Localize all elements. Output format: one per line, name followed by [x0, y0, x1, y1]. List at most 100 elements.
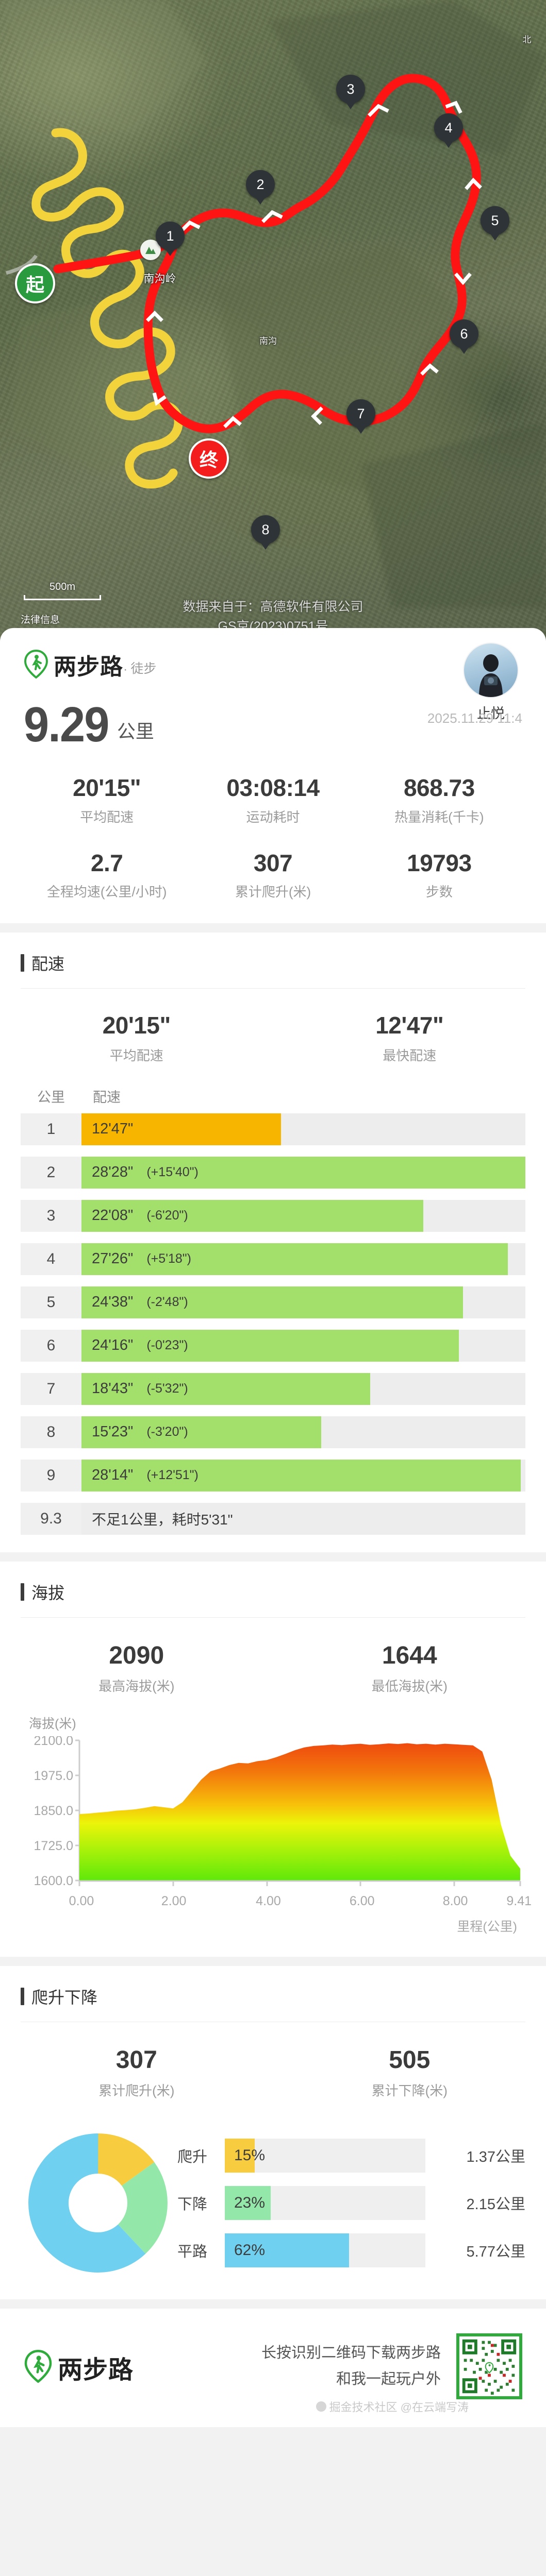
waypoint-marker-1[interactable]: 1: [156, 222, 185, 258]
stat-total-ascent: 307 累计爬升(米): [190, 850, 356, 901]
stat-value: 2.7: [90, 849, 123, 876]
table-row[interactable]: 6 24'16" (-0'23"): [21, 1329, 525, 1362]
terrain-legend: 爬升 15% 1.37公里 下降 23% 2.15公里 平路: [175, 2138, 525, 2267]
elevation-y-axis-label: 海拔(米): [29, 1716, 76, 1731]
activity-header-card: 两步路 · 徒步 止悦 2025.11.29 11:4 9.29 公里: [0, 628, 546, 923]
pace-best-value: 12'47": [375, 1011, 444, 1039]
row-delta: (+15'40"): [146, 1165, 198, 1180]
elev-ytick-2: 1850.0: [34, 1804, 73, 1818]
route-map[interactable]: 南沟岭 南沟 北 1 2 3 4 5 6 7 8 起 终: [0, 0, 546, 641]
row-bar-track: 12'47": [81, 1113, 525, 1145]
watermark: 掘金技术社区 @在云端写涛: [316, 2398, 469, 2415]
row-pace: 18'43": [92, 1380, 134, 1397]
user-block[interactable]: 止悦: [460, 642, 521, 722]
row-km: 2: [21, 1156, 81, 1189]
row-bar-fill: [81, 1243, 508, 1275]
qr-code[interactable]: [456, 2333, 522, 2399]
table-row-partial[interactable]: 9.3 不足1公里，耗时5'31": [21, 1502, 525, 1535]
pace-avg-value: 20'15": [102, 1011, 171, 1039]
table-row[interactable]: 7 18'43" (-5'32"): [21, 1372, 525, 1405]
legend-percent: 23%: [234, 2194, 266, 2211]
elev-xtick-0: 0.00: [69, 1893, 94, 1908]
waypoint-marker-8[interactable]: 8: [251, 515, 280, 551]
row-pace: 24'16": [92, 1337, 134, 1354]
start-marker[interactable]: 起: [15, 263, 55, 303]
row-bar-fill: [81, 1286, 464, 1318]
row-bar-track: 28'28" (+15'40"): [81, 1156, 525, 1189]
stat-avg-pace: 20'15" 平均配速: [24, 775, 190, 825]
waypoint-label: 4: [444, 120, 453, 135]
elevation-chart: 2100.0 1975.0 1850.0 1725.0 1600.0: [18, 1736, 528, 1891]
map-scale-bar: 500m: [24, 581, 101, 600]
waypoint-marker-2[interactable]: 2: [246, 170, 275, 206]
row-bar-track: 24'16" (-0'23"): [81, 1329, 525, 1362]
legend-percent: 62%: [234, 2241, 266, 2259]
row-km: 8: [21, 1416, 81, 1448]
climb-descent-card: 爬升下降 307 累计爬升(米) 505 累计下降(米): [0, 1965, 546, 2299]
stat-label: 步数: [425, 884, 453, 900]
table-row[interactable]: 3 22'08" (-6'20"): [21, 1199, 525, 1232]
total-descent: 505 累计下降(米): [273, 2046, 546, 2099]
liangbulu-logo-icon: [24, 2349, 52, 2383]
table-row[interactable]: 4 27'26" (+5'18"): [21, 1243, 525, 1275]
elevation-series-area: [79, 1743, 520, 1881]
elev-max-value: 2090: [109, 1641, 164, 1669]
row-delta: (+12'51"): [146, 1468, 198, 1483]
elevation-section-title: 海拔: [0, 1562, 546, 1617]
donut-chart-box: [21, 2133, 175, 2273]
legend-bar-fill: [225, 2233, 350, 2267]
waypoint-marker-7[interactable]: 7: [346, 399, 375, 435]
waypoint-marker-5[interactable]: 5: [481, 206, 509, 242]
divider: [21, 1617, 525, 1618]
row-bar-fill: [81, 1199, 423, 1232]
stat-calories: 868.73 热量消耗(千卡): [356, 775, 522, 825]
legend-percent: 15%: [234, 2146, 266, 2164]
elev-ytick-1: 1975.0: [34, 1769, 73, 1783]
row-pace: 12'47": [92, 1121, 134, 1138]
waypoint-marker-4[interactable]: 4: [434, 113, 463, 149]
pace-avg-label: 平均配速: [109, 1047, 163, 1063]
table-row[interactable]: 2 28'28" (+15'40"): [21, 1156, 525, 1189]
row-delta: (+5'18"): [146, 1251, 191, 1266]
pace-best-label: 最快配速: [383, 1047, 437, 1063]
section-accent-bar: [21, 954, 24, 972]
row-text: 28'28" (+15'40"): [81, 1157, 525, 1189]
legend-label: 平路: [177, 2243, 208, 2260]
stat-label: 全程均速(公里/小时): [46, 884, 167, 900]
total-descent-label: 累计下降(米): [371, 2082, 448, 2098]
climb-summary: 307 累计爬升(米) 505 累计下降(米): [0, 2022, 546, 2113]
avatar[interactable]: [463, 642, 519, 698]
row-bar-track: 15'23" (-3'20"): [81, 1416, 525, 1448]
row-bar-track: 不足1公里，耗时5'31": [81, 1502, 525, 1535]
row-km: 9.3: [21, 1502, 81, 1535]
footer-brand-name: 两步路: [58, 2356, 134, 2384]
waypoint-marker-3[interactable]: 3: [336, 75, 365, 111]
elevation-x-ticks: [78, 1880, 521, 1886]
section-accent-bar: [21, 1583, 24, 1601]
table-row[interactable]: 9 28'14" (+12'51"): [21, 1459, 525, 1492]
activity-date: 2025.11.29 11:4: [427, 710, 522, 726]
legend-distance: 5.77公里: [466, 2243, 525, 2260]
waypoint-marker-6[interactable]: 6: [450, 319, 478, 355]
row-km: 3: [21, 1199, 81, 1232]
table-row[interactable]: 1 12'47": [21, 1113, 525, 1145]
download-prompt-line-1: 长按识别二维码下载两步路: [261, 2345, 441, 2362]
end-marker[interactable]: 终: [189, 438, 229, 479]
stat-label: 平均配速: [80, 809, 134, 825]
map-legal-info-link[interactable]: 法律信息: [21, 615, 60, 625]
table-row[interactable]: 5 24'38" (-2'48"): [21, 1286, 525, 1318]
table-row[interactable]: 8 15'23" (-3'20"): [21, 1416, 525, 1448]
row-text: 24'16" (-0'23"): [81, 1330, 525, 1362]
stat-label: 运动耗时: [246, 809, 300, 825]
brand-separator: ·: [123, 662, 128, 676]
elev-xtick-5: 9.41: [506, 1893, 532, 1908]
legend-distance: 1.37公里: [466, 2148, 525, 2165]
row-text: 不足1公里，耗时5'31": [92, 1511, 233, 1528]
waypoint-label: 7: [357, 405, 365, 421]
row-text: 28'14" (+12'51"): [81, 1460, 525, 1492]
divider: [21, 988, 525, 989]
elevation-y-axis: [75, 1739, 80, 1882]
section-gap: [0, 1552, 546, 1562]
pace-col-km: 公里: [37, 1089, 65, 1105]
